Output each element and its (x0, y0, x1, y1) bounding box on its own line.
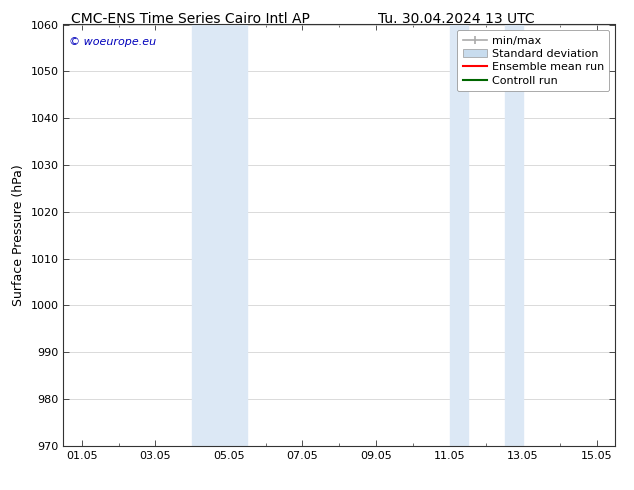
Bar (505, 24, 523, 446)
Text: © woeurope.eu: © woeurope.eu (69, 37, 156, 47)
Legend: min/max, Standard deviation, Ensemble mean run, Controll run: min/max, Standard deviation, Ensemble me… (457, 30, 609, 91)
Text: CMC-ENS Time Series Cairo Intl AP: CMC-ENS Time Series Cairo Intl AP (71, 12, 309, 26)
Bar (192, 24, 247, 446)
Y-axis label: Surface Pressure (hPa): Surface Pressure (hPa) (12, 164, 25, 306)
Bar (450, 24, 468, 446)
Text: Tu. 30.04.2024 13 UTC: Tu. 30.04.2024 13 UTC (378, 12, 535, 26)
